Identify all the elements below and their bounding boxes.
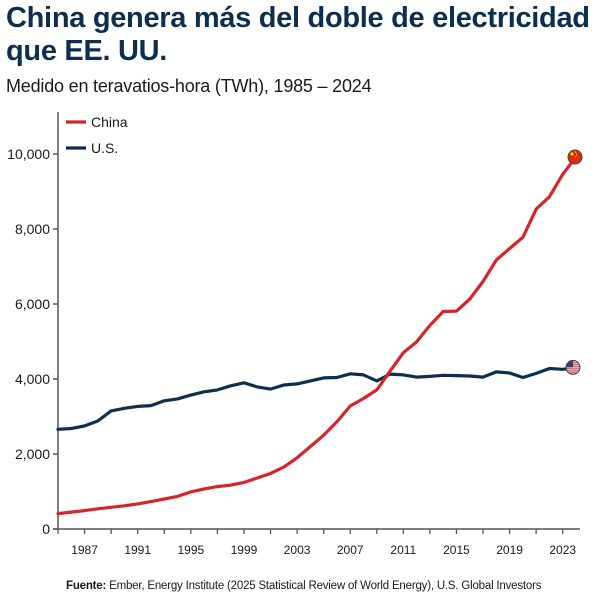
- y-tick-label: 4,000: [15, 371, 50, 387]
- x-tick-label: 2019: [496, 543, 523, 557]
- china-flag-border: [567, 149, 583, 165]
- flag-stripe: [566, 370, 580, 372]
- x-tick-label: 1987: [71, 543, 98, 557]
- flag-star: [570, 152, 574, 156]
- y-tick-label: 10,000: [7, 146, 50, 162]
- flag-stripe: [566, 372, 580, 374]
- source-label: Fuente:: [66, 580, 107, 592]
- x-tick-label: 1999: [231, 543, 258, 557]
- source-text: Ember, Energy Institute (2025 Statistica…: [106, 580, 542, 592]
- y-tick-label: 2,000: [15, 446, 50, 462]
- x-tick-label: 2007: [337, 543, 364, 557]
- series-lines: [56, 155, 578, 516]
- legend-label-china: China: [91, 114, 128, 130]
- flag-stripe: [566, 368, 580, 370]
- y-tick-label: 8,000: [15, 221, 50, 237]
- chart-title: China genera más del doble de electricid…: [6, 2, 590, 67]
- flag-star: [574, 156, 577, 158]
- axes: 0 2,000 4,000 6,000 8,000 10,000 1987 1991 1995 1…: [7, 112, 580, 557]
- y-tick-label: 0: [42, 521, 50, 537]
- x-tick-label: 2011: [390, 543, 416, 557]
- x-tick-label: 2023: [549, 543, 576, 557]
- end-markers: [565, 149, 583, 375]
- x-tick-label: 1995: [177, 543, 204, 557]
- legend: China U.S.: [66, 114, 128, 156]
- flag-canton: [566, 360, 573, 368]
- us-flag-border: [565, 359, 581, 375]
- x-tick-label: 2015: [443, 543, 470, 557]
- series-line-us: [56, 365, 578, 431]
- flag-star: [574, 151, 577, 153]
- y-tick-label: 6,000: [15, 296, 50, 312]
- source-note: Fuente: Ember, Energy Institute (2025 St…: [66, 580, 541, 592]
- x-tick-label: 2003: [284, 543, 311, 557]
- flag-star: [575, 154, 578, 157]
- flag-star: [575, 152, 578, 155]
- china-flag-icon: [568, 150, 582, 164]
- legend-label-us: U.S.: [91, 140, 118, 156]
- chart-subtitle: Medido en teravatios-hora (TWh), 1985 – …: [6, 76, 372, 96]
- x-tick-label: 1991: [124, 543, 151, 557]
- series-line-china: [56, 155, 578, 516]
